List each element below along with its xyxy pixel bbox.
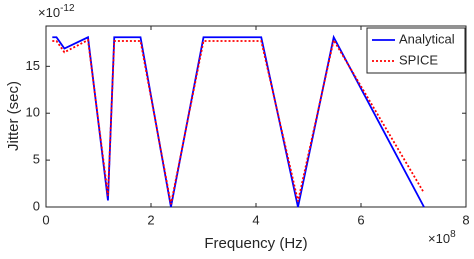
legend-box — [366, 27, 466, 74]
y-multiplier-base: ×10 — [38, 5, 60, 20]
y-tick-label: 0 — [33, 198, 40, 213]
x-tick-label: 4 — [252, 212, 259, 227]
x-multiplier-exponent: 8 — [450, 229, 456, 240]
y-tick-label: 10 — [26, 105, 40, 120]
x-axis-label: Frequency (Hz) — [204, 235, 307, 252]
y-multiplier-exponent: -12 — [60, 3, 75, 14]
data-line — [52, 34, 425, 208]
x-tick-label: 6 — [357, 212, 364, 227]
plot-frame — [45, 25, 467, 208]
x-multiplier-base: ×10 — [428, 231, 450, 246]
legend: Analytical SPICE — [366, 27, 466, 74]
x-multiplier: ×108 — [428, 229, 456, 247]
x-tick-label: 8 — [462, 212, 469, 227]
y-tick-label: 15 — [26, 58, 40, 73]
x-tick-label: 0 — [42, 212, 49, 227]
data-line — [52, 37, 425, 205]
x-tick-label: 2 — [147, 212, 154, 227]
y-tick-label: 5 — [33, 152, 40, 167]
y-multiplier: ×10-12 — [38, 3, 75, 21]
legend-label: SPICE — [399, 52, 438, 67]
y-axis-label: Jitter (sec) — [5, 81, 22, 151]
legend-label: Analytical — [399, 31, 455, 46]
